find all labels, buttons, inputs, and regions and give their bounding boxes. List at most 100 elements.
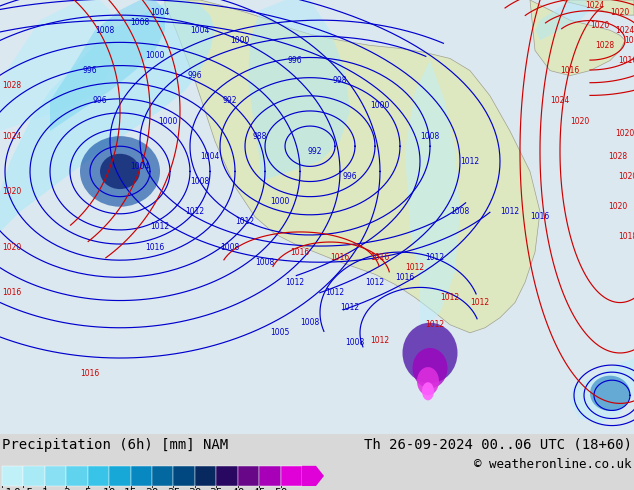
Text: 1012: 1012 <box>340 303 359 312</box>
Text: 1000: 1000 <box>230 36 250 45</box>
Bar <box>23 466 45 486</box>
Text: 1020: 1020 <box>3 243 22 251</box>
Text: 996: 996 <box>93 97 107 105</box>
Text: 1028: 1028 <box>609 152 628 161</box>
Text: 996: 996 <box>288 56 302 65</box>
Text: © weatheronline.co.uk: © weatheronline.co.uk <box>474 458 632 471</box>
Text: 1005: 1005 <box>270 328 290 337</box>
Polygon shape <box>165 0 540 333</box>
Text: 1024: 1024 <box>3 132 22 141</box>
Text: 1000: 1000 <box>370 101 390 110</box>
Text: 45: 45 <box>252 488 266 490</box>
Text: 1012: 1012 <box>470 298 489 307</box>
Text: 996: 996 <box>188 71 202 80</box>
Ellipse shape <box>80 136 160 207</box>
Text: 1016: 1016 <box>3 288 22 297</box>
Text: 1020: 1020 <box>609 202 628 211</box>
Text: 1016: 1016 <box>560 66 579 75</box>
Text: 1012: 1012 <box>441 293 460 302</box>
Text: 988: 988 <box>253 132 267 141</box>
Text: 1000: 1000 <box>145 51 165 60</box>
Text: 1008: 1008 <box>450 207 470 216</box>
Text: 1004: 1004 <box>190 26 210 35</box>
Text: Th 26-09-2024 00..06 UTC (18+60): Th 26-09-2024 00..06 UTC (18+60) <box>364 438 632 452</box>
Text: 1020: 1020 <box>618 172 634 181</box>
Text: 25: 25 <box>167 488 180 490</box>
Text: 40: 40 <box>231 488 245 490</box>
Polygon shape <box>248 0 350 181</box>
Text: 1018: 1018 <box>618 232 634 242</box>
Text: 1016: 1016 <box>618 56 634 65</box>
Text: 1016: 1016 <box>396 273 415 282</box>
Text: 1004: 1004 <box>131 162 150 171</box>
Bar <box>67 466 87 486</box>
Text: 20: 20 <box>145 488 158 490</box>
Text: 1012: 1012 <box>365 278 385 287</box>
Text: 1020: 1020 <box>571 117 590 125</box>
Text: 1008: 1008 <box>221 243 240 251</box>
Polygon shape <box>0 0 115 131</box>
Text: 1020: 1020 <box>3 187 22 196</box>
Text: 1008: 1008 <box>346 339 365 347</box>
Text: 1024: 1024 <box>616 26 634 35</box>
Bar <box>131 466 152 486</box>
Bar <box>259 466 281 486</box>
Text: 992: 992 <box>223 97 237 105</box>
Polygon shape <box>0 0 215 232</box>
Ellipse shape <box>100 154 140 189</box>
Text: 1016: 1016 <box>145 243 165 251</box>
Text: 992: 992 <box>307 147 322 156</box>
Ellipse shape <box>413 348 448 388</box>
Text: 996: 996 <box>343 172 358 181</box>
Text: 1008: 1008 <box>95 26 115 35</box>
Bar <box>195 466 216 486</box>
Text: 1008: 1008 <box>301 318 320 327</box>
Text: 1012: 1012 <box>405 263 425 272</box>
Text: 1016: 1016 <box>330 253 349 262</box>
Polygon shape <box>50 0 165 131</box>
Text: 1016: 1016 <box>370 253 390 262</box>
Text: 30: 30 <box>188 488 202 490</box>
Text: 1016: 1016 <box>290 247 309 257</box>
Bar <box>45 466 67 486</box>
Text: 35: 35 <box>209 488 223 490</box>
Polygon shape <box>405 60 460 333</box>
Polygon shape <box>535 0 590 40</box>
Text: 1012: 1012 <box>285 278 304 287</box>
Ellipse shape <box>422 382 434 400</box>
Bar <box>216 466 238 486</box>
Text: 1004: 1004 <box>150 8 170 17</box>
Text: Precipitation (6h) [mm] NAM: Precipitation (6h) [mm] NAM <box>2 438 228 452</box>
Text: 1008: 1008 <box>420 132 439 141</box>
Text: 1024: 1024 <box>550 97 569 105</box>
Text: 1012: 1012 <box>185 207 205 216</box>
Ellipse shape <box>403 323 458 383</box>
Text: 10: 10 <box>103 488 116 490</box>
Bar <box>152 466 174 486</box>
Text: 1020: 1020 <box>611 8 630 17</box>
Polygon shape <box>560 0 634 15</box>
Bar <box>87 466 109 486</box>
Text: 15: 15 <box>124 488 138 490</box>
Text: 1012: 1012 <box>325 288 344 297</box>
Bar <box>238 466 259 486</box>
Bar <box>2 466 23 486</box>
Text: 1008: 1008 <box>256 258 275 267</box>
Text: 1: 1 <box>41 488 48 490</box>
Text: 1012: 1012 <box>425 253 444 262</box>
Text: 1012: 1012 <box>425 320 444 329</box>
Ellipse shape <box>417 367 439 395</box>
Text: 2: 2 <box>63 488 70 490</box>
Text: 1016: 1016 <box>624 36 634 45</box>
Text: 1008: 1008 <box>190 177 210 186</box>
Text: 1000: 1000 <box>270 197 290 206</box>
Bar <box>281 466 302 486</box>
Bar <box>109 466 131 486</box>
Text: 1012: 1012 <box>500 207 519 216</box>
Text: 1024: 1024 <box>585 0 605 9</box>
Text: 0.1: 0.1 <box>0 488 12 490</box>
Text: 998: 998 <box>333 76 347 85</box>
Text: 1016: 1016 <box>81 368 100 378</box>
Text: 1012: 1012 <box>235 218 255 226</box>
Text: 996: 996 <box>82 66 97 75</box>
